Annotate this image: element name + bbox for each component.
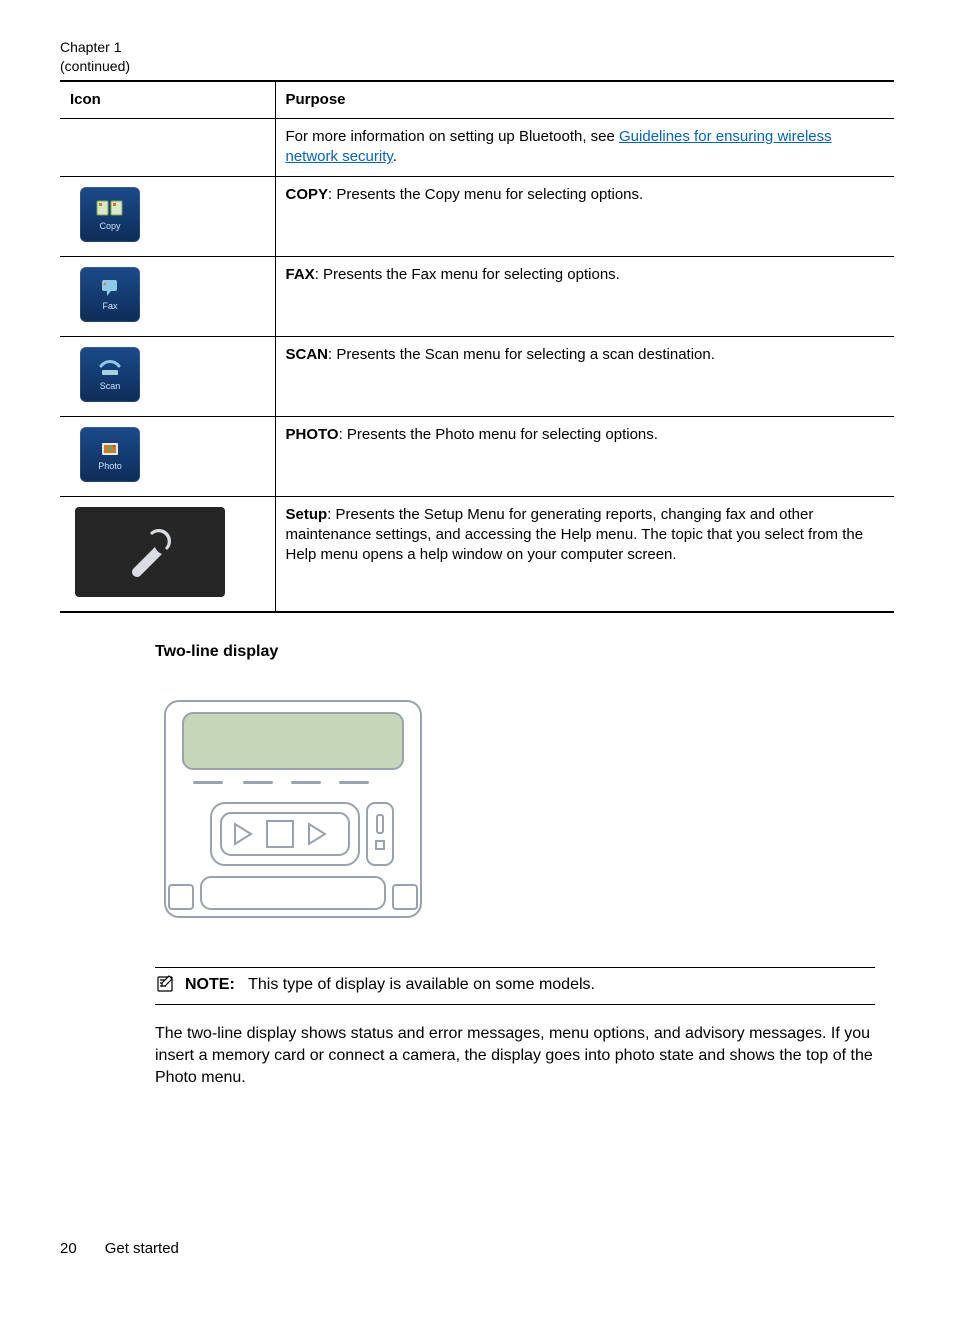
copy-term: COPY: [286, 186, 329, 203]
cell-copy-icon: Copy: [60, 176, 275, 256]
continued-label: (continued): [60, 57, 894, 76]
icon-purpose-table: Icon Purpose For more information on set…: [60, 80, 894, 613]
chapter-header: Chapter 1 (continued): [60, 38, 894, 76]
copy-icon-label: Copy: [99, 222, 120, 231]
cell-copy-desc: COPY: Presents the Copy menu for selecti…: [275, 176, 894, 256]
cell-setup-desc: Setup: Presents the Setup Menu for gener…: [275, 496, 894, 612]
two-line-display-illustration: [163, 699, 875, 923]
setup-term: Setup: [286, 506, 328, 523]
cell-fax-desc: FAX: Presents the Fax menu for selecting…: [275, 256, 894, 336]
cell-scan-icon: Scan: [60, 336, 275, 416]
fax-icon-label: Fax: [102, 302, 117, 311]
cell-scan-desc: SCAN: Presents the Scan menu for selecti…: [275, 336, 894, 416]
note-box: NOTE: This type of display is available …: [155, 967, 875, 1005]
cell-bluetooth-desc: For more information on setting up Bluet…: [275, 119, 894, 177]
copy-icon: Copy: [80, 187, 140, 242]
footer-section: Get started: [105, 1240, 179, 1257]
photo-desc: : Presents the Photo menu for selecting …: [339, 426, 658, 443]
body-paragraph: The two-line display shows status and er…: [155, 1023, 875, 1090]
fax-desc: : Presents the Fax menu for selecting op…: [315, 266, 620, 283]
setup-desc: : Presents the Setup Menu for generating…: [286, 506, 864, 564]
note-text: This type of display is available on som…: [248, 976, 595, 993]
scan-icon-label: Scan: [100, 382, 121, 391]
setup-icon: [75, 507, 225, 597]
scan-icon: Scan: [80, 347, 140, 402]
fax-term: FAX: [286, 266, 315, 283]
page-number: 20: [60, 1240, 77, 1257]
page-footer: 20 Get started: [60, 1240, 179, 1257]
cell-bluetooth-icon: [60, 119, 275, 177]
fax-icon: Fax: [80, 267, 140, 322]
photo-icon: Photo: [80, 427, 140, 482]
chapter-label: Chapter 1: [60, 38, 894, 57]
cell-photo-desc: PHOTO: Presents the Photo menu for selec…: [275, 416, 894, 496]
scan-term: SCAN: [286, 346, 329, 363]
bluetooth-prefix: For more information on setting up Bluet…: [286, 128, 620, 145]
cell-fax-icon: Fax: [60, 256, 275, 336]
cell-photo-icon: Photo: [60, 416, 275, 496]
col-header-purpose: Purpose: [275, 81, 894, 119]
bluetooth-suffix: .: [393, 148, 397, 165]
photo-icon-label: Photo: [98, 462, 122, 471]
note-label: NOTE:: [185, 976, 235, 993]
photo-term: PHOTO: [286, 426, 339, 443]
copy-desc: : Presents the Copy menu for selecting o…: [328, 186, 643, 203]
note-icon: [155, 974, 175, 998]
cell-setup-icon: [60, 496, 275, 612]
section-title: Two-line display: [155, 643, 875, 661]
scan-desc: : Presents the Scan menu for selecting a…: [328, 346, 715, 363]
col-header-icon: Icon: [60, 81, 275, 119]
